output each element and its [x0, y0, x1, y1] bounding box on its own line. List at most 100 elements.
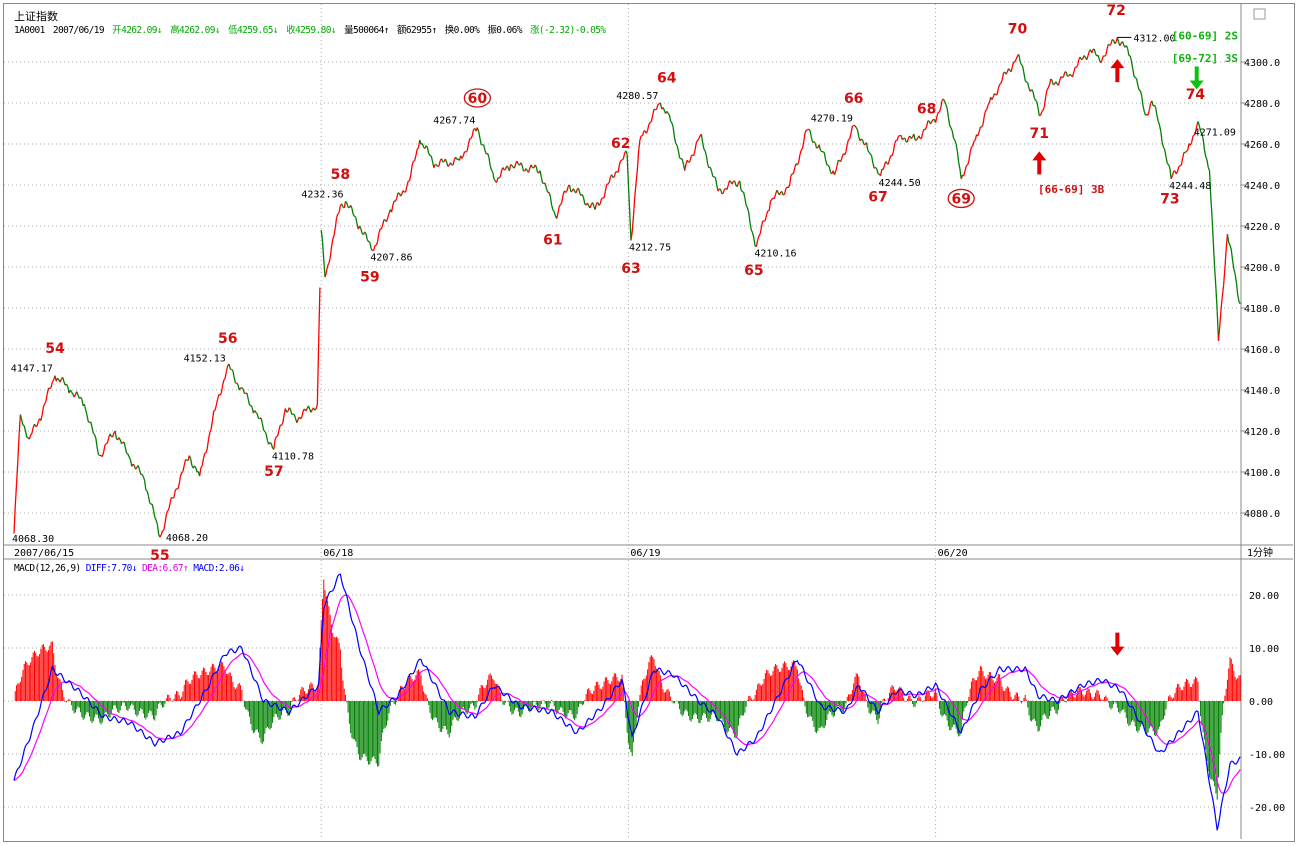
price-segment — [46, 387, 50, 394]
price-segment — [938, 107, 942, 113]
signal-note: [66-69] 3B — [1038, 183, 1105, 196]
price-segment — [129, 459, 133, 467]
price-segment — [649, 120, 652, 124]
price-segment — [83, 404, 87, 410]
price-segment — [399, 193, 403, 197]
price-segment — [828, 166, 832, 173]
price-segment — [617, 164, 621, 173]
price-segment — [1202, 138, 1206, 150]
price-segment — [1095, 53, 1098, 57]
wave-label: 61 — [543, 232, 562, 248]
price-segment — [94, 434, 97, 439]
price-segment — [437, 165, 440, 168]
price-segment — [804, 129, 807, 134]
price-segment — [289, 409, 293, 415]
price-segment — [1010, 66, 1014, 72]
price-segment — [594, 203, 598, 210]
price-segment — [888, 155, 892, 160]
date-label: 06/19 — [630, 548, 660, 559]
price-segment — [447, 164, 450, 168]
price-segment — [1151, 100, 1154, 107]
price-line — [13, 37, 1241, 538]
price-segment — [755, 239, 759, 247]
price-segment — [874, 167, 878, 170]
price-segment — [1208, 170, 1212, 198]
price-segment — [123, 441, 126, 449]
price-segment — [315, 404, 318, 410]
price-segment — [238, 387, 242, 391]
price-segment — [582, 197, 586, 205]
wave-label: 71 — [1030, 126, 1049, 142]
price-segment — [982, 116, 985, 125]
price-segment — [493, 178, 496, 182]
price-segment — [740, 189, 743, 193]
price-segment — [328, 258, 331, 264]
price-segment — [731, 180, 734, 185]
dea-line — [13, 594, 1241, 794]
price-segment — [977, 131, 980, 137]
price-segment — [71, 391, 74, 395]
price-segment — [763, 219, 766, 222]
price-segment — [999, 82, 1002, 86]
price-segment — [1229, 244, 1232, 250]
price-segment — [345, 200, 348, 204]
price-segment — [1057, 80, 1061, 86]
price-segment — [1015, 55, 1019, 60]
price-segment — [476, 127, 480, 132]
macd-tick-label: 20.00 — [1249, 591, 1279, 602]
price-segment — [36, 421, 39, 427]
price-label: 4244.50 — [879, 178, 921, 189]
price-segment — [704, 150, 708, 157]
price-segment — [341, 203, 344, 208]
price-segment — [924, 126, 928, 130]
price-segment — [557, 206, 560, 214]
price-segment — [408, 174, 412, 182]
price-segment — [787, 184, 791, 188]
price-segment — [631, 215, 635, 232]
price-segment — [149, 502, 152, 505]
price-segment — [736, 182, 740, 187]
price-segment — [1157, 121, 1161, 126]
price-segment — [352, 214, 356, 217]
price-segment — [1220, 296, 1223, 310]
price-segment — [1175, 171, 1179, 175]
price-segment — [1217, 326, 1221, 341]
price-segment — [1023, 72, 1026, 81]
price-segment — [169, 497, 173, 503]
price-segment — [1186, 149, 1189, 152]
price-segment — [167, 508, 170, 512]
price-segment — [796, 162, 800, 166]
price-segment — [426, 147, 430, 154]
price-segment — [797, 154, 801, 163]
price-segment — [86, 414, 89, 422]
price-segment — [394, 198, 398, 202]
price-segment — [1134, 77, 1138, 80]
price-segment — [659, 102, 663, 110]
macd-value: MACD:2.06↓ — [193, 563, 245, 574]
price-segment — [301, 410, 304, 417]
price-segment — [455, 156, 458, 160]
price-segment — [657, 103, 660, 106]
price-segment — [833, 171, 837, 175]
price-segment — [1211, 217, 1215, 244]
price-segment — [940, 100, 943, 109]
price-segment — [910, 136, 914, 139]
price-segment — [630, 231, 633, 241]
volume-value: 量500064↑ — [344, 25, 389, 36]
price-segment — [31, 427, 34, 434]
price-segment — [746, 207, 750, 213]
price-segment — [670, 120, 673, 124]
price-segment — [1182, 152, 1185, 159]
price-segment — [337, 212, 340, 215]
price-segment — [486, 153, 490, 158]
price-segment — [231, 368, 234, 371]
price-segment — [693, 150, 696, 156]
price-segment — [690, 154, 693, 158]
price-segment — [1215, 288, 1218, 312]
price-segment — [452, 159, 455, 166]
price-segment — [164, 514, 167, 524]
price-segment — [790, 173, 793, 176]
price-segment — [896, 135, 900, 141]
price-segment — [1051, 80, 1054, 86]
